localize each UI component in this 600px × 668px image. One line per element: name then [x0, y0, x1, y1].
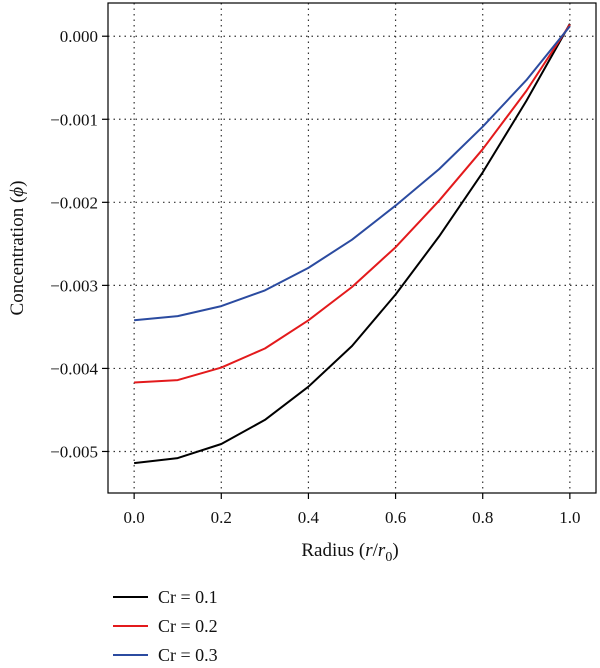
- x-tick-label: 0.4: [298, 508, 320, 527]
- series-line: [134, 25, 571, 322]
- y-tick-label: −0.004: [50, 359, 98, 378]
- x-tick-label: 1.0: [559, 508, 580, 527]
- legend: Cr = 0.1 Cr = 0.2 Cr = 0.3: [113, 587, 218, 665]
- series-lines: [133, 23, 571, 465]
- x-tick-label: 0.0: [124, 508, 145, 527]
- legend-label: Cr = 0.2: [158, 616, 218, 636]
- y-tick-label: −0.001: [50, 110, 98, 129]
- x-tick-label: 0.6: [385, 508, 406, 527]
- legend-label: Cr = 0.1: [158, 587, 218, 607]
- x-axis-label: Radius (r/r0): [301, 540, 398, 565]
- axis-ticks: 0.0 0.2 0.4 0.6 0.8 1.0 0.000 −0.001 −0.002 −0.00…: [50, 27, 580, 527]
- grid: [108, 3, 596, 493]
- series-line: [134, 24, 571, 384]
- y-tick-label: −0.005: [50, 442, 98, 461]
- y-axis-label: Concentration (ϕ): [7, 181, 28, 316]
- x-tick-label: 0.8: [472, 508, 493, 527]
- y-tick-label: −0.002: [50, 193, 98, 212]
- plot-frame: [107, 2, 597, 494]
- x-tick-label: 0.2: [211, 508, 232, 527]
- series-line: [133, 23, 571, 465]
- legend-label: Cr = 0.3: [158, 645, 218, 665]
- y-tick-label: 0.000: [60, 27, 98, 46]
- y-tick-label: −0.003: [50, 276, 98, 295]
